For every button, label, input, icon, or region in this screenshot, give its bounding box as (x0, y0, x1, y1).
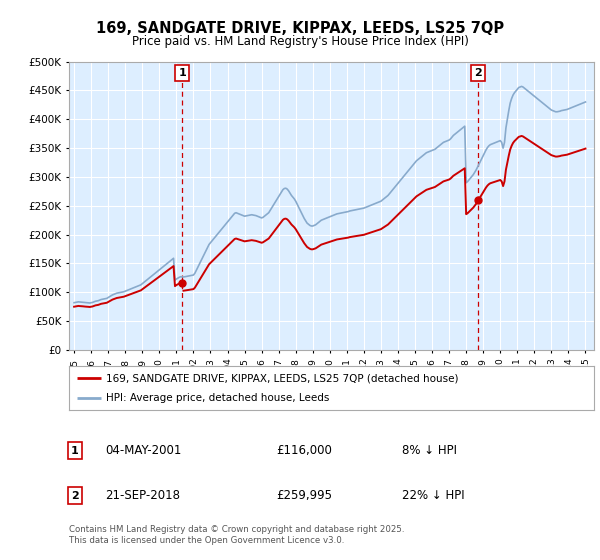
Text: 2: 2 (71, 491, 79, 501)
Text: 169, SANDGATE DRIVE, KIPPAX, LEEDS, LS25 7QP: 169, SANDGATE DRIVE, KIPPAX, LEEDS, LS25… (96, 21, 504, 36)
Text: Price paid vs. HM Land Registry's House Price Index (HPI): Price paid vs. HM Land Registry's House … (131, 35, 469, 48)
Text: Contains HM Land Registry data © Crown copyright and database right 2025.
This d: Contains HM Land Registry data © Crown c… (69, 525, 404, 545)
Text: HPI: Average price, detached house, Leeds: HPI: Average price, detached house, Leed… (106, 393, 329, 403)
Text: 04-MAY-2001: 04-MAY-2001 (105, 444, 181, 458)
Text: 21-SEP-2018: 21-SEP-2018 (105, 489, 180, 502)
Text: 1: 1 (178, 68, 186, 78)
Text: 1: 1 (71, 446, 79, 456)
Text: 169, SANDGATE DRIVE, KIPPAX, LEEDS, LS25 7QP (detached house): 169, SANDGATE DRIVE, KIPPAX, LEEDS, LS25… (106, 374, 458, 384)
Text: 22% ↓ HPI: 22% ↓ HPI (402, 489, 464, 502)
Text: 2: 2 (475, 68, 482, 78)
Text: 8% ↓ HPI: 8% ↓ HPI (402, 444, 457, 458)
Text: £259,995: £259,995 (276, 489, 332, 502)
Text: £116,000: £116,000 (276, 444, 332, 458)
